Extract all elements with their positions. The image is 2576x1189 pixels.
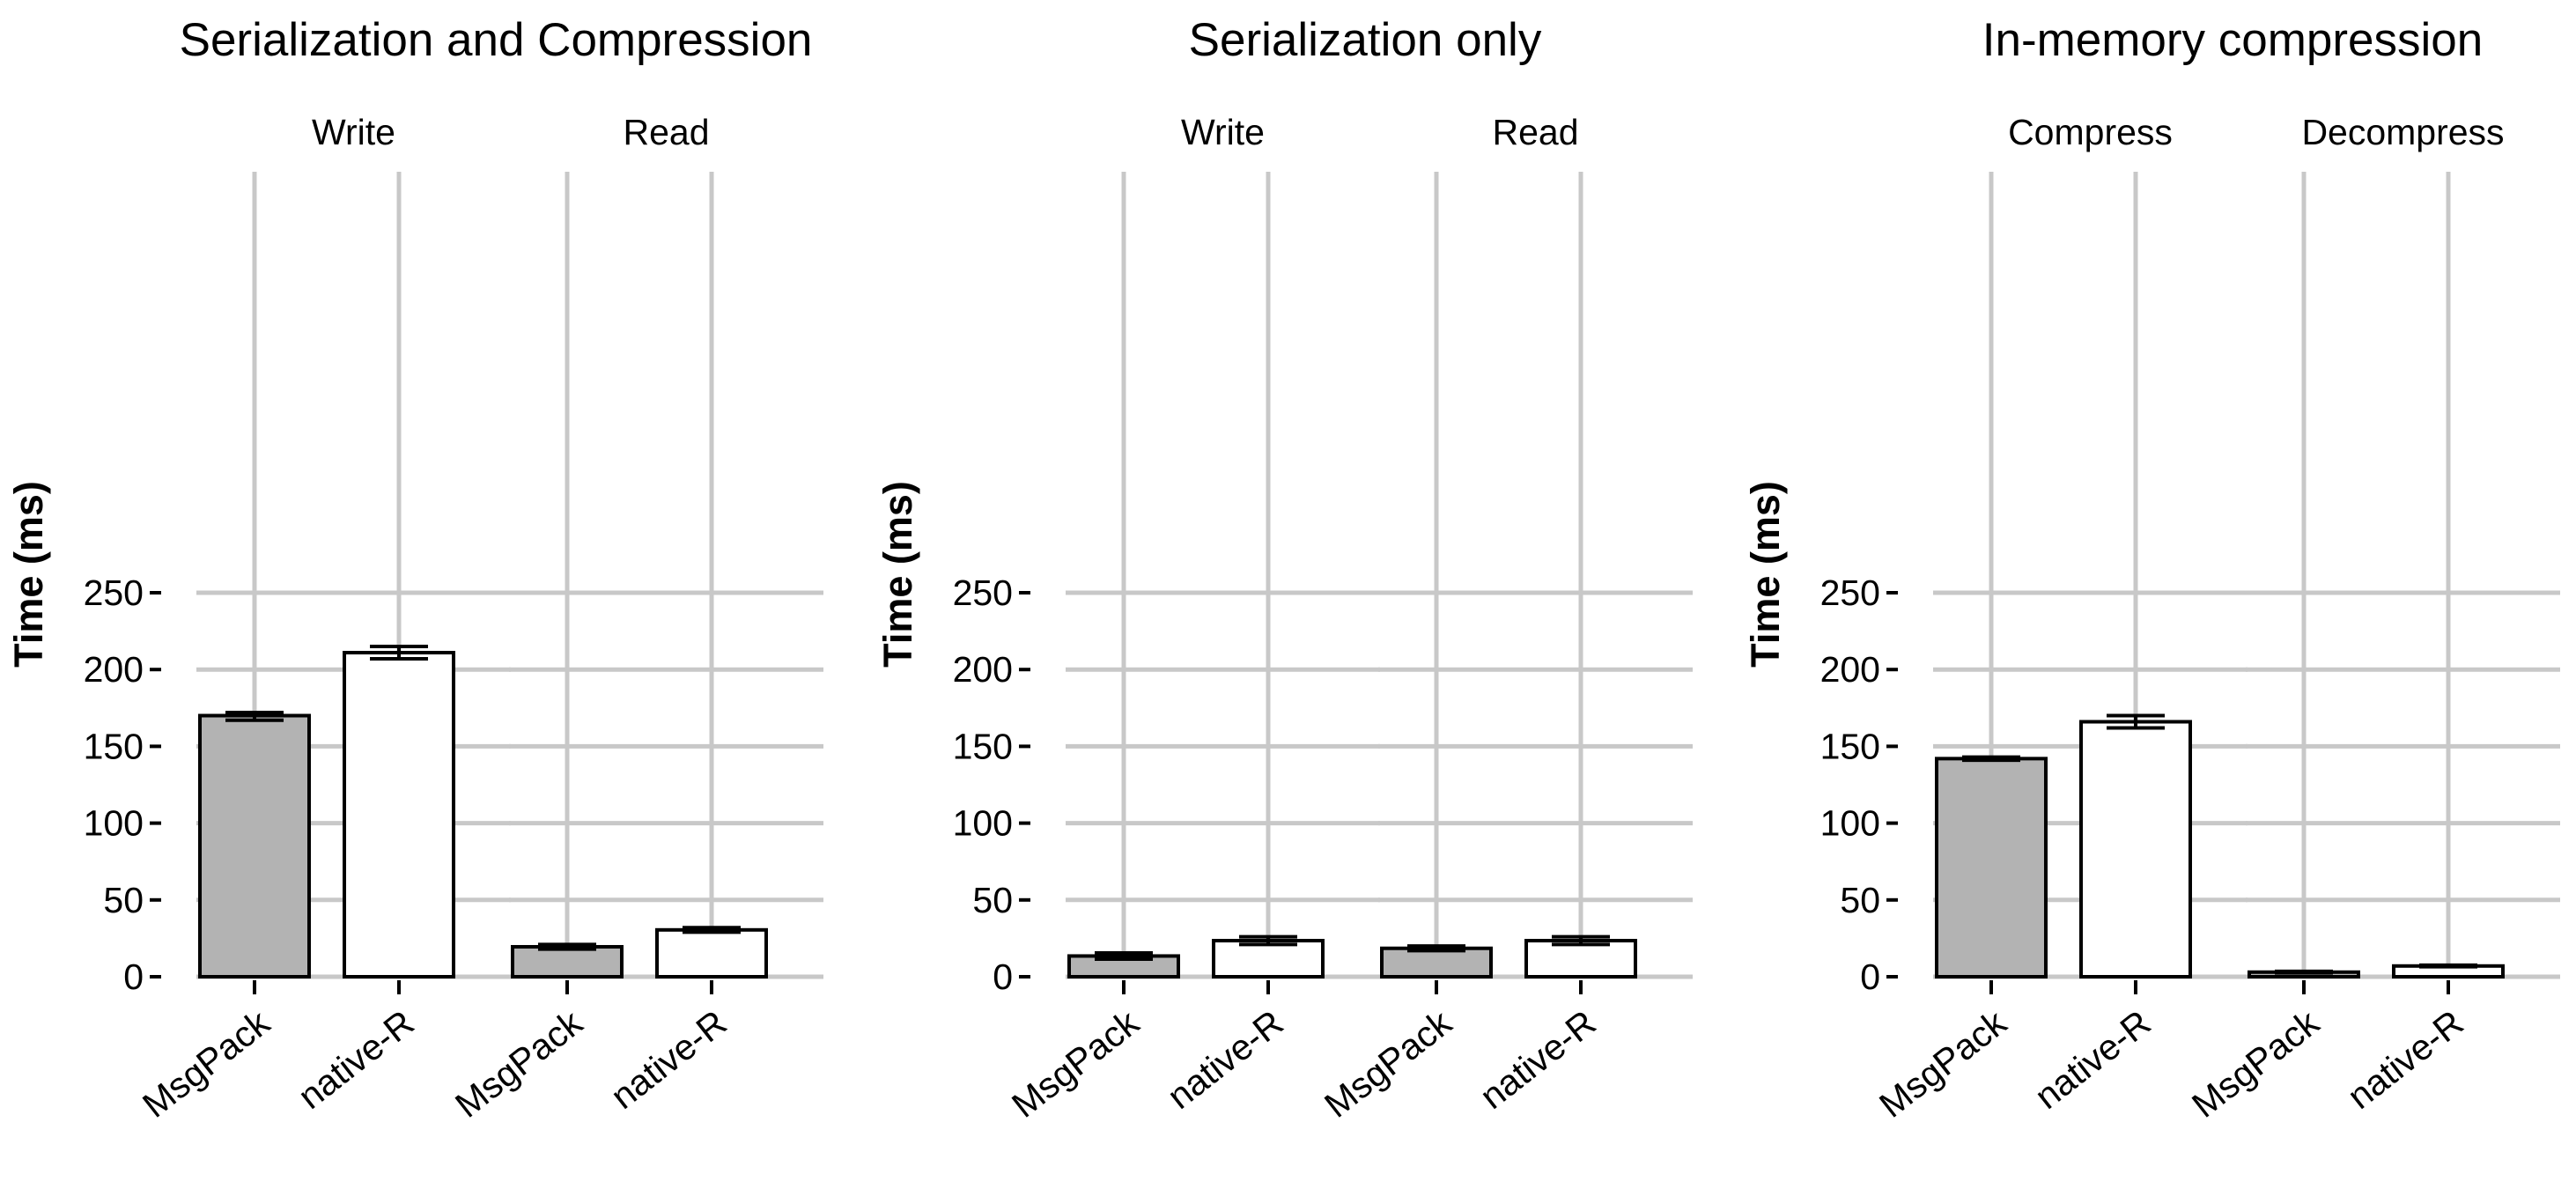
x-tick-label: native-R xyxy=(603,1002,734,1117)
y-tick-label: 150 xyxy=(84,726,144,766)
x-tick-label: MsgPack xyxy=(2184,1002,2327,1126)
facet-label: Compress xyxy=(2008,112,2173,152)
y-tick-label: 0 xyxy=(1860,956,1880,997)
y-tick-label: 150 xyxy=(953,726,1013,766)
panel-title: Serialization and Compression xyxy=(180,14,813,66)
y-tick-label: 250 xyxy=(84,572,144,613)
y-tick-label: 250 xyxy=(1820,572,1880,613)
x-tick-label: native-R xyxy=(1473,1002,1604,1117)
bar-native-r xyxy=(1212,939,1325,979)
x-tick-label: native-R xyxy=(1160,1002,1291,1117)
bar-native-r xyxy=(655,927,768,979)
y-tick-label: 0 xyxy=(123,956,144,997)
y-tick-label: 150 xyxy=(1820,726,1880,766)
bar-msgpack xyxy=(1380,946,1493,979)
x-tick-label: native-R xyxy=(2027,1002,2159,1117)
bar-msgpack xyxy=(198,713,311,979)
facet-label: Decompress xyxy=(2301,112,2504,152)
bar-msgpack xyxy=(1935,757,2048,979)
y-tick-label: 200 xyxy=(953,649,1013,690)
x-tick-label: MsgPack xyxy=(135,1002,277,1126)
facet-label: Read xyxy=(1492,112,1578,152)
y-axis-label: Time (ms) xyxy=(1743,481,1788,668)
y-tick-label: 50 xyxy=(103,880,144,920)
facet-label: Read xyxy=(623,112,709,152)
bar-msgpack xyxy=(511,944,624,979)
x-tick-label: native-R xyxy=(2340,1002,2471,1117)
x-tick-label: MsgPack xyxy=(1871,1002,2014,1126)
y-axis-label: Time (ms) xyxy=(875,481,920,668)
y-tick-label: 200 xyxy=(84,649,144,690)
y-tick-label: 100 xyxy=(953,803,1013,844)
y-tick-label: 50 xyxy=(1840,880,1880,920)
x-tick-label: native-R xyxy=(291,1002,422,1117)
bar-native-r xyxy=(343,651,455,979)
y-tick-label: 0 xyxy=(993,956,1013,997)
y-tick-label: 50 xyxy=(972,880,1013,920)
panel-title: In-memory compression xyxy=(1982,14,2483,66)
x-tick-label: MsgPack xyxy=(1317,1002,1459,1126)
facet-label: Write xyxy=(1181,112,1265,152)
panel-title: Serialization only xyxy=(1189,14,1542,66)
y-axis-label: Time (ms) xyxy=(6,481,51,668)
facet-label: Write xyxy=(312,112,395,152)
y-tick-label: 250 xyxy=(953,572,1013,613)
y-tick-label: 200 xyxy=(1820,649,1880,690)
y-tick-label: 100 xyxy=(1820,803,1880,844)
bar-native-r xyxy=(2079,720,2192,979)
y-tick-label: 100 xyxy=(84,803,144,844)
x-tick-label: MsgPack xyxy=(447,1002,590,1126)
x-tick-label: MsgPack xyxy=(1004,1002,1147,1126)
